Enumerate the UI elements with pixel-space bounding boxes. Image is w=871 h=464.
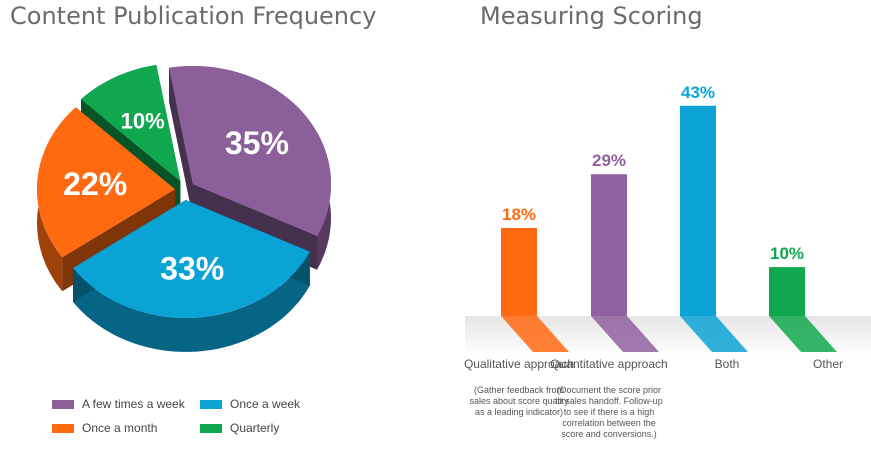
pie-slice-top [81, 64, 181, 182]
bar [769, 267, 805, 316]
legend-label: Once a month [82, 421, 158, 435]
legend-label: Quarterly [230, 421, 280, 435]
legend-swatch [200, 423, 222, 433]
pie-chart: 35% 33% 22% 10% [37, 64, 331, 352]
bar-category-label: Both [714, 357, 740, 371]
legend-swatch [52, 399, 74, 409]
pie-value-label: 33% [160, 250, 224, 286]
bar-category-label: Qualitative approach [463, 357, 575, 371]
pie-value-label: 22% [63, 166, 127, 202]
legend-label: A few times a week [82, 397, 185, 411]
legend-item-few-times-week: A few times a week [52, 397, 185, 411]
bar-shadow [501, 316, 569, 352]
pie-slice-edge [169, 67, 193, 218]
legend-item-once-month: Once a month [52, 421, 157, 435]
legend-swatch [52, 423, 74, 433]
bar [501, 228, 537, 316]
pie-slice-top [169, 65, 331, 236]
legend-item-once-week: Once a week [200, 397, 300, 411]
bar-value-label: 29% [592, 151, 626, 170]
bar-chart: 18% 29% 43% 10% [465, 83, 871, 356]
bar-shadow [769, 316, 837, 352]
pie-chart-title: Content Publication Frequency [10, 2, 377, 30]
bar [591, 174, 627, 316]
bar-value-label: 10% [770, 244, 804, 263]
legend-swatch [200, 399, 222, 409]
bar-shadow [591, 316, 659, 352]
bar-value-label: 18% [502, 205, 536, 224]
bar-category-label: Quantitative approach [550, 357, 668, 371]
bar-category-description: (Gather feedback from sales about score … [469, 385, 569, 417]
pie-slice-side [73, 251, 310, 352]
bar [680, 105, 716, 317]
bar-category-label: Other [812, 357, 843, 371]
bar-value-label: 43% [681, 83, 715, 102]
pie-slice-top [37, 107, 176, 258]
bar-chart-title: Measuring Scoring [480, 2, 703, 30]
legend-label: Once a week [230, 397, 301, 411]
legend-item-quarterly: Quarterly [200, 421, 279, 435]
pie-value-label: 35% [225, 125, 289, 161]
pie-slice-top [73, 199, 310, 318]
bar-shadow [680, 316, 748, 352]
pie-value-label: 10% [121, 108, 165, 133]
bar-category-description: (Document the score prior to sales hando… [555, 385, 663, 439]
